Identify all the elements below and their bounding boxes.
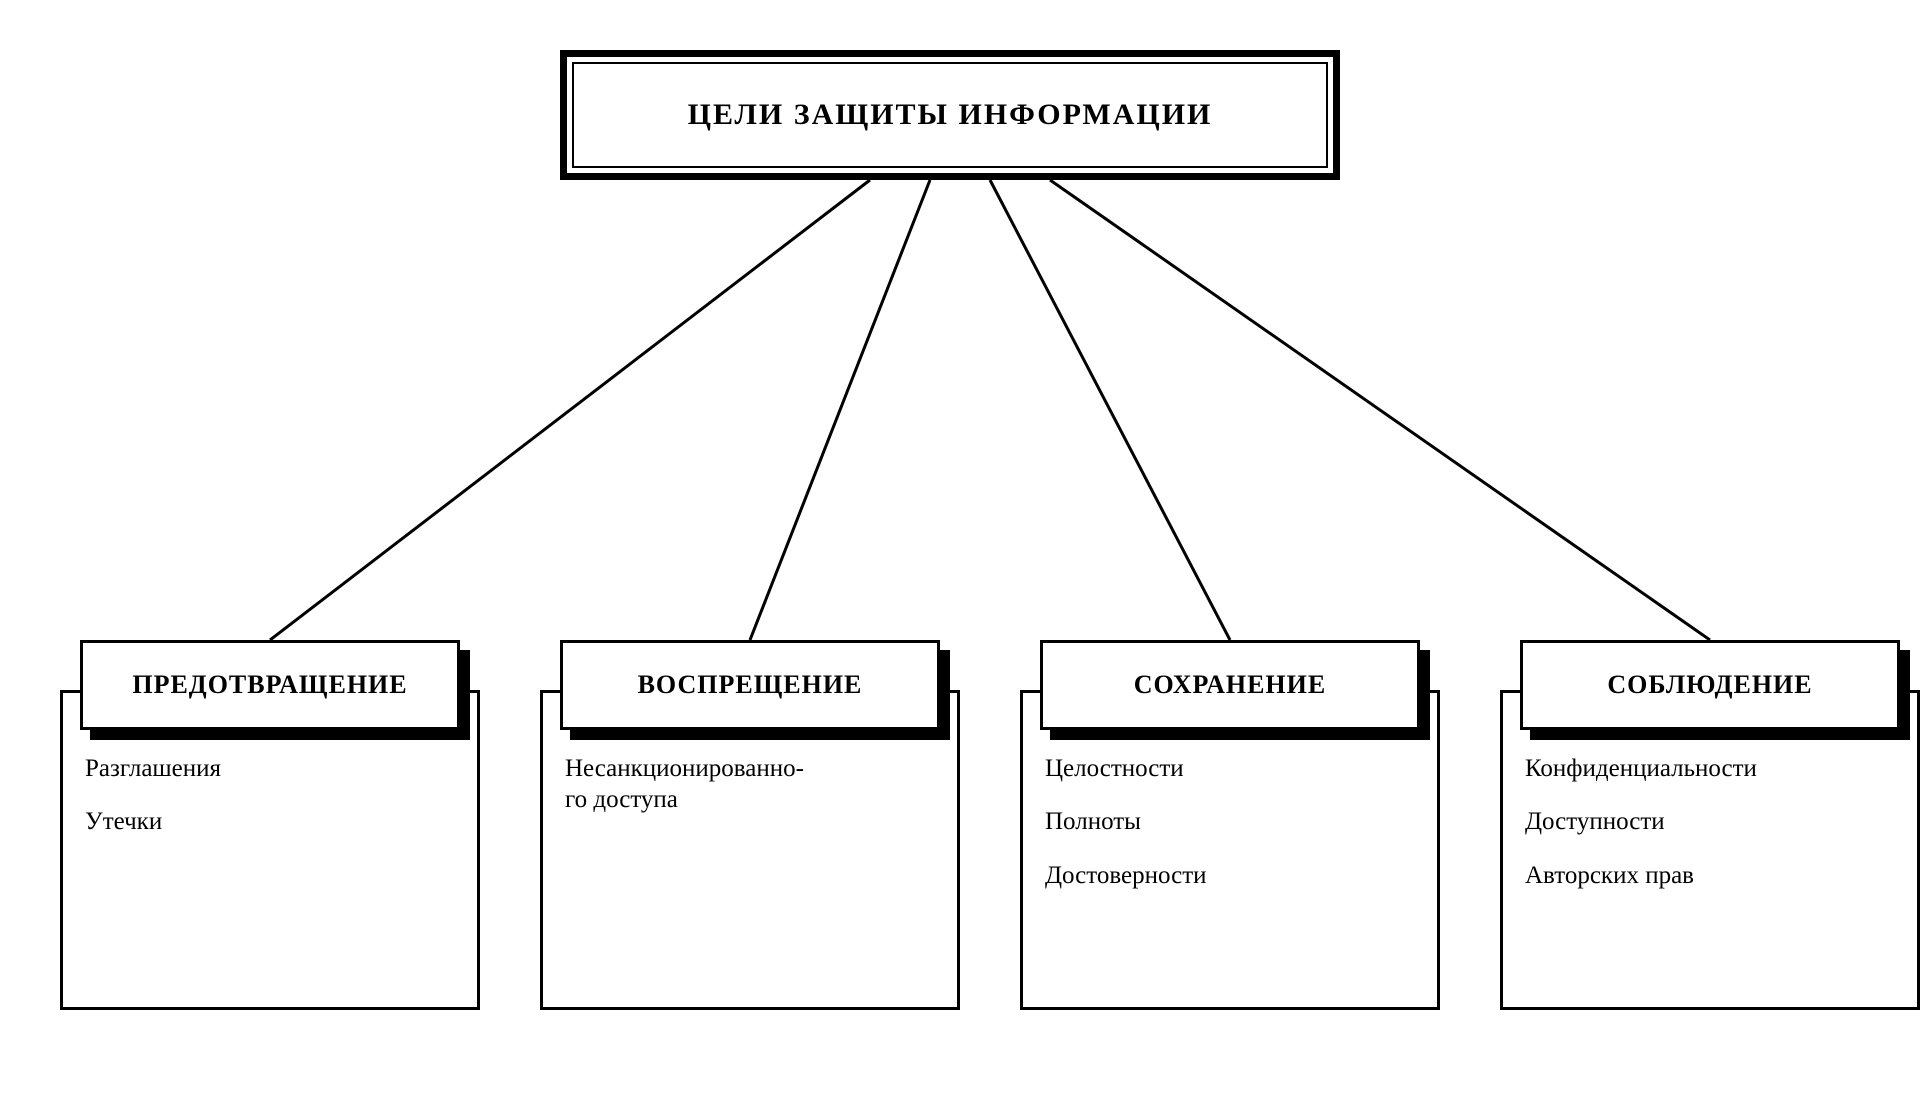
category-label-text: СОХРАНЕНИЕ: [1134, 670, 1326, 700]
diagram-stage: ЦЕЛИ ЗАЩИТЫ ИНФОРМАЦИИ Разглашения Утечки…: [0, 0, 1925, 1100]
category-item: Достоверности: [1045, 860, 1415, 891]
category-item: Разглашения: [85, 753, 455, 784]
root-title-label: ЦЕЛИ ЗАЩИТЫ ИНФОРМАЦИИ: [688, 98, 1213, 132]
category-item: Целостности: [1045, 753, 1415, 784]
category-items-box: Несанкционированно-го доступа: [540, 690, 960, 1010]
category-label-box: СОХРАНЕНИЕ: [1040, 640, 1420, 730]
category-item: Утечки: [85, 806, 455, 837]
category-item: Полноты: [1045, 806, 1415, 837]
category-label-box: ПРЕДОТВРАЩЕНИЕ: [80, 640, 460, 730]
category-item: Авторских прав: [1525, 860, 1895, 891]
category-item: Доступности: [1525, 806, 1895, 837]
category-items-box: Целостности Полноты Достоверности: [1020, 690, 1440, 1010]
category-label-box: ВОСПРЕЩЕНИЕ: [560, 640, 940, 730]
category-item: Конфиденциальности: [1525, 753, 1895, 784]
root-title-box: ЦЕЛИ ЗАЩИТЫ ИНФОРМАЦИИ: [560, 50, 1340, 180]
category-label-text: ВОСПРЕЩЕНИЕ: [638, 670, 863, 700]
category-label-text: ПРЕДОТВРАЩЕНИЕ: [132, 670, 407, 700]
connector-line: [750, 180, 930, 640]
category-items-box: Конфиденциальности Доступности Авторских п…: [1500, 690, 1920, 1010]
category-label-text: СОБЛЮДЕНИЕ: [1607, 670, 1812, 700]
connector-line: [990, 180, 1230, 640]
connector-line: [270, 180, 870, 640]
connector-line: [1050, 180, 1710, 640]
category-items-box: Разглашения Утечки: [60, 690, 480, 1010]
category-label-box: СОБЛЮДЕНИЕ: [1520, 640, 1900, 730]
root-title-inner: ЦЕЛИ ЗАЩИТЫ ИНФОРМАЦИИ: [572, 62, 1328, 168]
category-item: Несанкционированно-го доступа: [565, 753, 935, 816]
